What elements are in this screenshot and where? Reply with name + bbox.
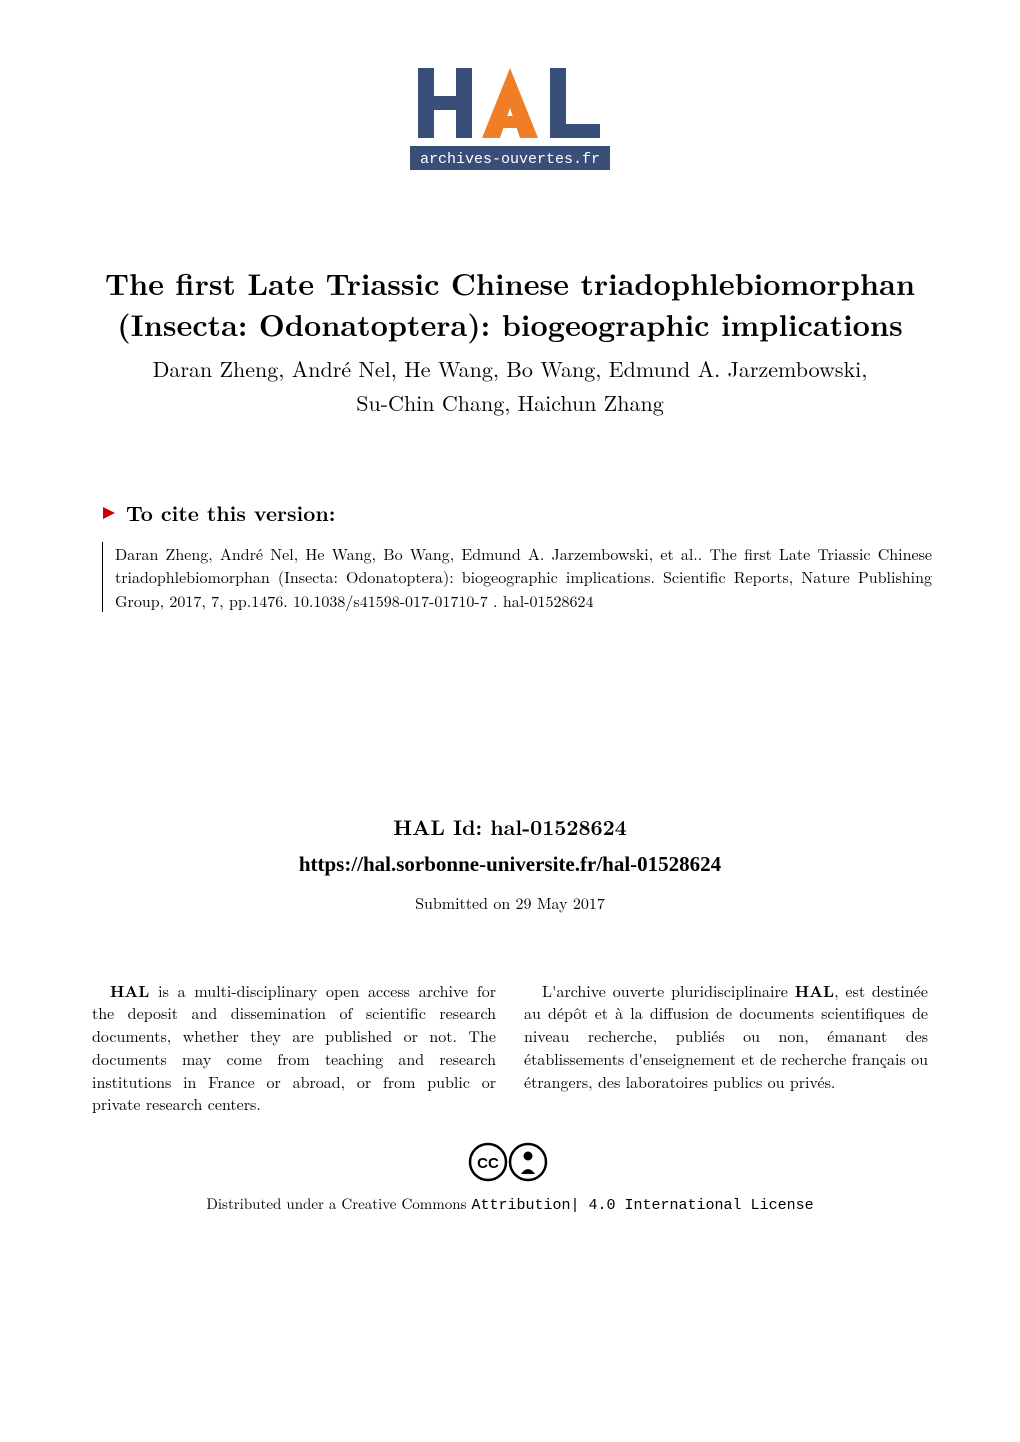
authors-line-2: Su-Chin Chang, Haichun Zhang	[356, 387, 663, 418]
hal-id-block: HAL Id: hal-01528624 https://hal.sorbonn…	[0, 812, 1020, 914]
hal-id: HAL Id: hal-01528624	[0, 812, 1020, 842]
license-prefix: Distributed under a Creative Commons	[206, 1193, 471, 1214]
right-column-text: L'archive ouverte pluridisciplinaire HAL…	[524, 980, 928, 1094]
authors-line-1: Daran Zheng, André Nel, He Wang, Bo Wang…	[153, 353, 868, 384]
cite-block: To cite this version: Daran Zheng, André…	[0, 498, 1020, 612]
license-text: Distributed under a Creative Commons Att…	[0, 1193, 1020, 1214]
cite-header-text: To cite this version:	[126, 498, 335, 528]
hal-url-link[interactable]: https://hal.sorbonne-universite.fr/hal-0…	[299, 852, 721, 876]
cite-header: To cite this version:	[102, 498, 932, 528]
authors: Daran Zheng, André Nel, He Wang, Bo Wang…	[70, 352, 950, 420]
cite-body: Daran Zheng, André Nel, He Wang, Bo Wang…	[102, 542, 932, 612]
cc-badge-cc: CC	[477, 1155, 499, 1172]
paper-title: The first Late Triassic Chinese triadoph…	[70, 263, 950, 344]
license-link[interactable]: Attribution| 4.0 International License	[472, 1197, 814, 1214]
right-before: L'archive ouverte pluridisciplinaire	[542, 979, 795, 1002]
left-column-text: HAL is a multi-disciplinary open access …	[92, 980, 496, 1116]
right-column: L'archive ouverte pluridisciplinaire HAL…	[524, 980, 928, 1116]
cite-doi: 10.1038/s41598-017-01710-7	[293, 589, 488, 612]
submitted-date: Submitted on 29 May 2017	[0, 891, 1020, 914]
description-columns: HAL is a multi-disciplinary open access …	[0, 980, 1020, 1116]
hal-url: https://hal.sorbonne-universite.fr/hal-0…	[0, 852, 1020, 877]
hal-logo: archives-ouvertes.fr	[410, 60, 610, 170]
cite-hal-inline: hal-01528624	[503, 589, 594, 612]
title-line-1: The first Late Triassic Chinese triadoph…	[105, 261, 915, 304]
cc-badge-icon: CC	[468, 1142, 552, 1182]
logo-caption-text: archives-ouvertes.fr	[420, 151, 600, 168]
right-bold: HAL	[795, 979, 834, 1002]
title-line-2: (Insecta: Odonatoptera): biogeographic i…	[117, 302, 902, 345]
left-column: HAL is a multi-disciplinary open access …	[92, 980, 496, 1116]
license-block: CC Distributed under a Creative Commons …	[0, 1142, 1020, 1214]
left-bold-lead: HAL	[110, 979, 149, 1002]
triangle-icon	[102, 506, 116, 520]
title-block: The first Late Triassic Chinese triadoph…	[0, 263, 1020, 420]
hal-logo-block: archives-ouvertes.fr	[0, 0, 1020, 175]
left-rest: is a multi-disciplinary open access arch…	[92, 979, 496, 1116]
cite-sep: .	[493, 589, 503, 612]
